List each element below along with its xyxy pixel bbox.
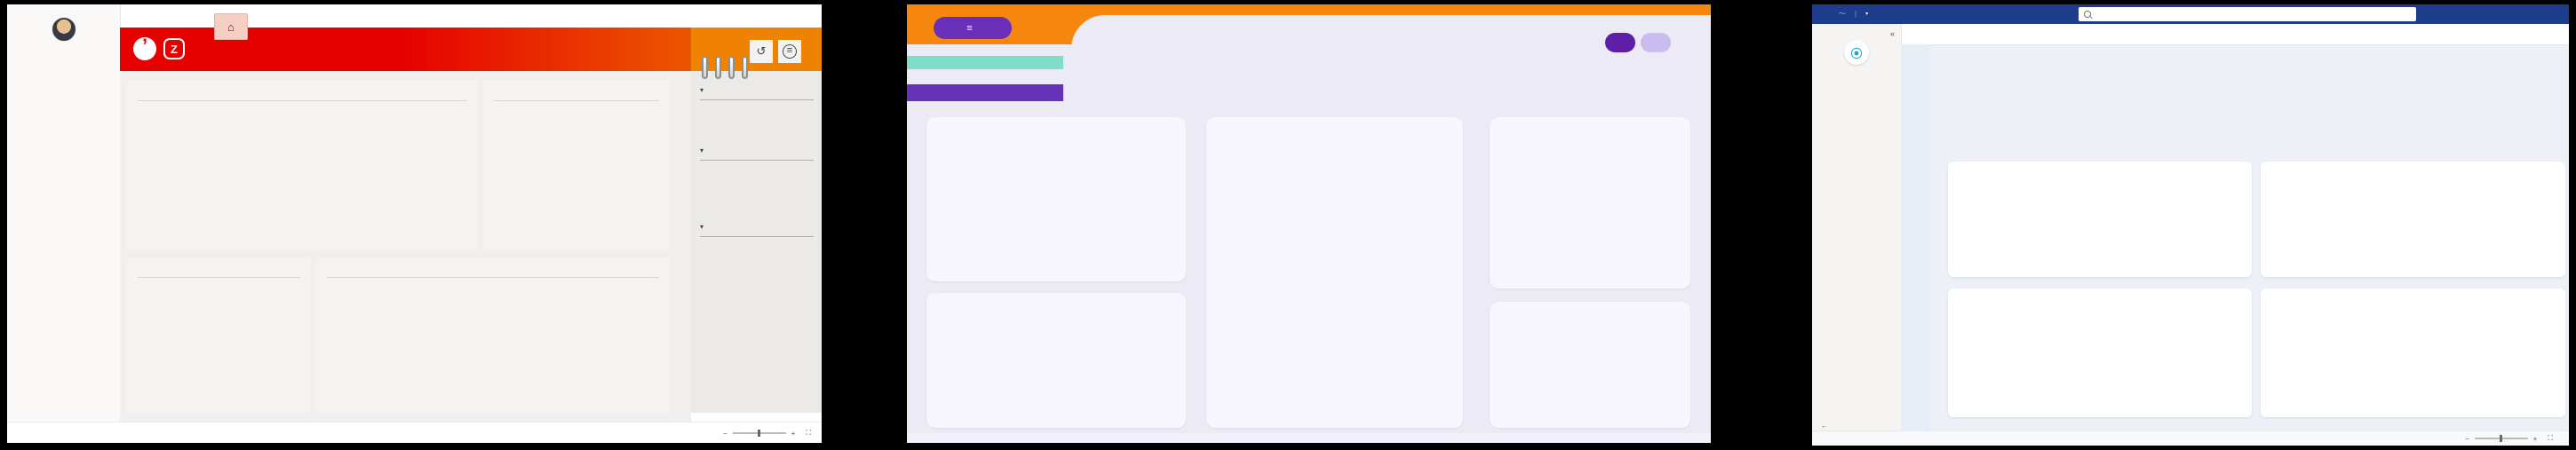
version-badge-v3[interactable]	[1641, 33, 1671, 52]
status-bar	[1812, 430, 2569, 446]
chart-card-donut	[127, 257, 311, 413]
zoom-slider[interactable]	[2474, 435, 2528, 442]
left-sidebar	[7, 4, 121, 443]
zoom-in-icon[interactable]: +	[2532, 434, 2538, 443]
right-sidebar	[1812, 24, 1902, 446]
zoom-out-icon[interactable]: −	[723, 429, 727, 438]
filter-section-categorieen[interactable]: ▾	[700, 223, 814, 231]
search-input[interactable]	[2079, 7, 2416, 21]
status-bar	[7, 422, 822, 443]
chevron-down-icon: ▾	[700, 146, 704, 154]
left-app-toolbar	[7, 4, 822, 28]
card-donut	[1490, 117, 1690, 288]
chart-card-area	[316, 257, 670, 413]
left-dashboard-powerbi: ← ’ Z ⌂ ↺ ≡	[7, 4, 822, 443]
collapse-sidebar-icon[interactable]: «	[1890, 29, 1896, 38]
version-badge-v2[interactable]	[1605, 33, 1635, 52]
card-kpi-filter	[1490, 302, 1690, 428]
back-arrow-icon: ←	[1821, 422, 1828, 430]
deks-logo: ⦿	[1844, 40, 1869, 65]
chart-card-profit	[2261, 162, 2565, 277]
hamburger-icon: ≡	[966, 22, 973, 34]
fit-to-page-icon[interactable]: ⛶	[806, 429, 811, 437]
brand-icon: 〜	[1839, 10, 1846, 18]
vodafone-logo: ’	[133, 36, 156, 60]
home-icon: ⌂	[227, 20, 235, 34]
chart-card-combo	[127, 80, 478, 251]
chart-card-region	[483, 80, 670, 251]
chevron-down-icon: ▾	[700, 223, 704, 231]
search-icon	[2084, 11, 2091, 18]
card-bubble	[1206, 117, 1463, 428]
chart-card-revenue	[1948, 162, 2252, 277]
reset-filters-button[interactable]: ↺	[750, 40, 773, 63]
zoom-out-icon[interactable]: −	[2465, 434, 2469, 443]
go-back-button[interactable]: ←	[1821, 422, 1834, 430]
chart-card-expense	[1948, 288, 2252, 417]
filter-menu-button[interactable]: ≡	[778, 40, 801, 63]
chevron-down-icon: ▾	[700, 86, 704, 94]
card-kpi-trend	[926, 117, 1186, 281]
header-curve	[1071, 15, 1711, 56]
fit-to-page-icon[interactable]: ⛶	[2548, 434, 2553, 442]
zoom-control[interactable]: − + ⛶	[2465, 434, 2553, 443]
menu-button[interactable]: ≡	[934, 17, 1012, 39]
filter-section-jaren[interactable]: ▾	[700, 86, 814, 94]
purple-stripe	[907, 84, 1063, 101]
teal-stripe	[907, 56, 1063, 69]
hamburger-circle-icon: ≡	[783, 44, 797, 59]
chart-card-cost	[2261, 288, 2565, 417]
chevron-down-icon: ▾	[1865, 12, 1869, 17]
app-name[interactable]: 〜 | ▾	[1839, 10, 1869, 18]
zoom-in-icon[interactable]: +	[791, 429, 796, 438]
tool-icon-strip	[1901, 44, 1929, 446]
avatar	[52, 17, 76, 42]
bottom-strip	[907, 433, 1711, 443]
zoom-slider[interactable]	[732, 430, 786, 437]
right-dashboard-financial: 〜 | ▾ « ⦿ ←	[1812, 4, 2569, 446]
reset-icon: ↺	[756, 44, 767, 58]
report-toolbar	[1901, 24, 2569, 45]
home-tab[interactable]: ⌂	[214, 13, 248, 40]
ziggo-logo: Z	[163, 38, 185, 59]
card-monthly-bars	[926, 293, 1186, 428]
filter-panel-body	[691, 71, 822, 413]
zoom-control[interactable]: − + ⛶	[723, 429, 811, 438]
middle-dashboard-template: ≡	[907, 4, 1711, 443]
filter-section-maanden[interactable]: ▾	[700, 146, 814, 154]
